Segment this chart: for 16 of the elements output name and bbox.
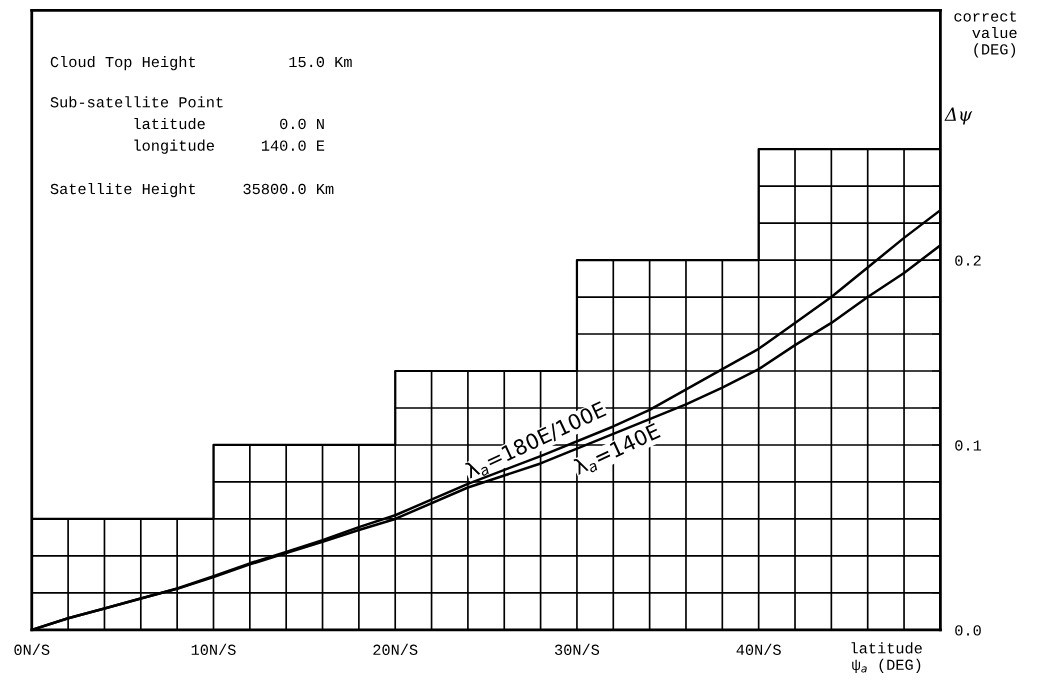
x-tick-label: 10N/S <box>191 643 236 655</box>
y-tick-label: 0.2 <box>955 255 981 266</box>
y-tick-label: 0.0 <box>955 625 981 636</box>
annotation: Cloud Top Height 15.0 Km <box>50 55 352 71</box>
x-tick-label: 40N/S <box>736 643 781 655</box>
text: latitude ψ$_{a}$ (DEG) <box>851 642 922 673</box>
annotation: latitude 0.0 N <box>134 117 324 130</box>
annotation: longitude 140.0 E <box>134 139 325 154</box>
annotation: Sub-satellite Point <box>50 96 223 108</box>
x-tick-label: 20N/S <box>373 643 418 655</box>
annotation: Satellite Height 35800.0 Km <box>50 182 334 198</box>
text: Δψ <box>944 107 973 125</box>
x-tick-label: 0N/S <box>14 643 50 655</box>
y-axis-title: correct value (DEG) <box>954 11 1017 58</box>
y-tick-label: 0.1 <box>955 440 982 451</box>
x-tick-label: 30N/S <box>554 643 600 655</box>
